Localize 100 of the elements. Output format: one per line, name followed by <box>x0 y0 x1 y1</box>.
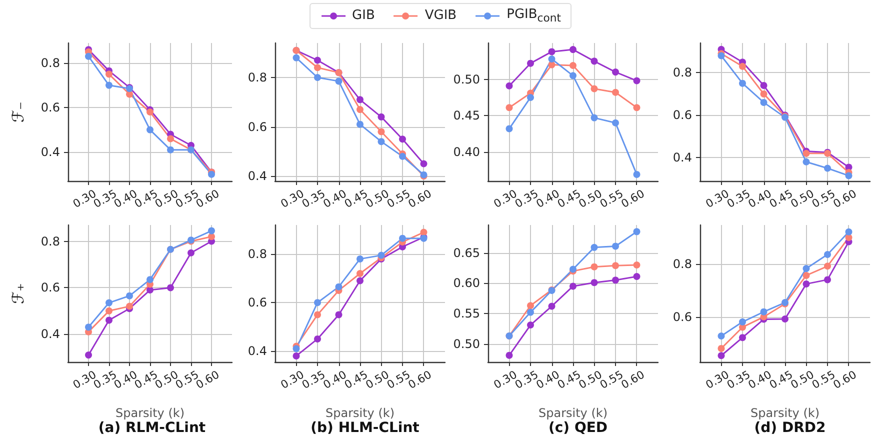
point <box>335 283 342 290</box>
point <box>802 158 810 166</box>
y-tick-label: 0.60 <box>453 276 480 290</box>
point <box>739 318 746 326</box>
y-tick-label: 0.8 <box>248 247 267 262</box>
text: (d) DRD2 <box>754 420 826 436</box>
point <box>356 120 364 128</box>
point <box>527 302 534 310</box>
point <box>527 322 534 329</box>
point <box>570 282 576 290</box>
point <box>378 138 385 146</box>
point <box>802 280 810 288</box>
y-axis-title: ℱ₊ <box>8 282 28 304</box>
point <box>146 286 154 294</box>
point <box>314 335 321 342</box>
y-tick-label: 0.6 <box>248 120 267 134</box>
point <box>146 126 154 134</box>
point <box>590 85 598 92</box>
point <box>292 352 300 360</box>
point <box>633 104 640 112</box>
point <box>633 262 640 269</box>
point <box>824 164 831 172</box>
point <box>106 299 112 306</box>
point <box>335 78 342 85</box>
point <box>718 352 725 360</box>
x-axis-title: Sparsity (k) <box>115 406 185 420</box>
y-tick-label: 0.8 <box>40 234 60 248</box>
y-tick-label: 0.4 <box>248 169 267 184</box>
point <box>292 345 300 352</box>
y-tick-label: 0.8 <box>40 56 60 70</box>
y-tick-label: 0.4 <box>40 327 60 342</box>
point <box>314 299 321 306</box>
point <box>378 252 385 259</box>
y-tick-label: 0.8 <box>248 70 267 84</box>
point <box>570 72 576 80</box>
legend-label: GIB <box>352 8 375 24</box>
point <box>845 228 852 236</box>
point <box>85 324 92 331</box>
y-axis-title: ℱ₋ <box>8 101 28 123</box>
y-tick-label: 0.4 <box>248 344 267 358</box>
point <box>612 119 619 126</box>
point <box>527 60 534 67</box>
point <box>506 352 513 359</box>
point <box>633 170 640 178</box>
point <box>314 64 321 72</box>
point <box>126 292 133 300</box>
point <box>506 82 513 90</box>
point <box>802 272 810 279</box>
point <box>739 80 746 87</box>
point <box>356 270 364 277</box>
point <box>527 94 534 101</box>
point <box>782 315 788 322</box>
y-tick-label: 0.50 <box>453 336 480 351</box>
y-tick-label: 0.8 <box>672 256 692 271</box>
y-tick-label: 0.4 <box>672 150 692 165</box>
point <box>356 255 364 262</box>
point <box>85 352 92 359</box>
point <box>633 273 640 280</box>
point <box>188 249 194 256</box>
point <box>612 262 619 270</box>
point <box>335 311 342 318</box>
point <box>633 228 640 236</box>
point <box>802 265 810 272</box>
point <box>633 77 640 84</box>
point <box>356 106 364 114</box>
point <box>612 68 619 76</box>
point <box>208 233 215 240</box>
y-tick-label: 0.8 <box>672 66 692 80</box>
point <box>739 334 746 342</box>
x-axis-title: Sparsity (k) <box>538 406 608 420</box>
point <box>106 307 112 314</box>
point <box>106 82 112 89</box>
point <box>314 56 321 64</box>
x-axis-title: Sparsity (k) <box>325 406 395 420</box>
point <box>167 284 174 292</box>
y-tick-label: 0.6 <box>40 100 60 115</box>
point <box>506 125 513 132</box>
point <box>548 48 556 56</box>
point <box>208 227 215 234</box>
point <box>85 52 92 60</box>
point <box>548 302 556 310</box>
point <box>378 128 385 136</box>
point <box>356 277 364 284</box>
point <box>612 88 619 96</box>
point <box>106 70 112 78</box>
y-tick-label: 0.6 <box>672 108 692 122</box>
point <box>570 62 576 70</box>
point <box>824 262 831 270</box>
point <box>824 250 831 258</box>
point <box>378 113 385 120</box>
point <box>845 234 852 241</box>
point <box>420 228 428 236</box>
point <box>590 58 598 65</box>
point <box>824 276 831 284</box>
point <box>399 136 406 143</box>
point <box>146 276 154 284</box>
point <box>760 82 768 89</box>
point <box>167 135 174 142</box>
y-tick-label: 0.40 <box>453 144 480 159</box>
point <box>146 108 154 116</box>
